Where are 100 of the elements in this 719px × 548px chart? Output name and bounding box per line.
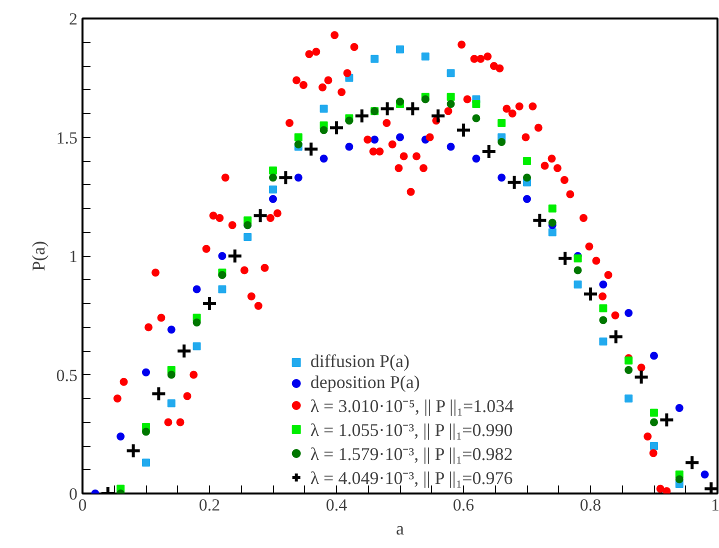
- point: [472, 154, 480, 163]
- point: [421, 52, 430, 60]
- point: [599, 316, 608, 324]
- point: [650, 418, 658, 426]
- point: [498, 174, 506, 182]
- legend-label: λ = 4.049·10⁻³, || P ||₁=0.976: [310, 467, 513, 489]
- point: [269, 195, 277, 203]
- x-tick-label: 0.4: [326, 496, 348, 514]
- point: [320, 126, 328, 134]
- point: [226, 248, 243, 264]
- point: [218, 252, 226, 260]
- point: [142, 428, 150, 436]
- y-tick-label: 2: [69, 10, 78, 28]
- point: [446, 92, 455, 101]
- point: [650, 408, 658, 417]
- point: [142, 458, 150, 467]
- point: [294, 174, 302, 182]
- point: [370, 54, 379, 63]
- point: [202, 296, 218, 312]
- y-axis-title: P(a): [28, 240, 48, 271]
- point: [548, 204, 556, 212]
- point: [269, 166, 277, 174]
- point: [599, 280, 608, 288]
- point: [658, 412, 675, 428]
- point: [446, 100, 455, 108]
- point: [354, 108, 370, 124]
- point: [278, 170, 294, 186]
- point: [244, 233, 252, 241]
- point: [167, 326, 176, 334]
- point: [269, 186, 277, 194]
- point: [650, 352, 658, 360]
- point: [192, 285, 201, 294]
- legend-label: λ = 3.010·10⁻⁵, || P ||₁=1.034: [310, 395, 514, 417]
- point: [700, 470, 709, 478]
- point: [125, 442, 142, 459]
- point: [446, 69, 455, 78]
- point: [608, 328, 624, 345]
- point: [523, 157, 531, 165]
- point: [294, 140, 302, 148]
- point: [506, 174, 522, 190]
- legend-label: λ = 1.055·10⁻³, || P ||₁=0.990: [310, 419, 513, 441]
- point: [379, 100, 396, 117]
- point: [624, 309, 633, 317]
- point: [557, 250, 574, 266]
- point: [675, 475, 684, 484]
- x-tick-label: 0.8: [580, 496, 602, 514]
- point: [269, 174, 277, 182]
- point: [176, 343, 192, 359]
- point: [480, 144, 497, 160]
- point: [498, 119, 506, 127]
- point: [582, 286, 598, 302]
- point: [345, 142, 354, 151]
- point: [430, 108, 446, 124]
- point: [650, 442, 658, 450]
- point: [675, 404, 684, 412]
- y-tick-label: 1: [69, 247, 78, 266]
- point: [421, 95, 430, 104]
- point: [303, 141, 320, 158]
- point: [599, 304, 608, 312]
- point: [574, 254, 582, 262]
- point: [345, 116, 354, 125]
- point: [404, 100, 421, 117]
- point: [633, 369, 650, 386]
- point: [218, 271, 226, 279]
- point: [167, 370, 176, 379]
- point: [548, 218, 556, 227]
- point: [532, 212, 548, 228]
- point: [599, 338, 608, 346]
- point: [548, 228, 556, 236]
- point: [624, 394, 633, 402]
- x-axis-title: a: [396, 518, 404, 538]
- point: [446, 142, 455, 151]
- point: [684, 454, 700, 471]
- point: [294, 133, 302, 142]
- point: [523, 174, 531, 182]
- point: [150, 386, 167, 402]
- point: [320, 154, 328, 163]
- point: [396, 98, 404, 106]
- point: [456, 122, 472, 138]
- point: [192, 342, 201, 350]
- point: [472, 100, 480, 108]
- x-tick-label: 0.2: [198, 496, 220, 514]
- point: [574, 280, 582, 288]
- point: [396, 45, 404, 54]
- legend-label: diffusion P(a): [310, 351, 410, 372]
- point: [320, 104, 328, 113]
- point: [396, 133, 404, 142]
- point: [328, 120, 344, 136]
- point: [624, 356, 633, 364]
- y-tick-label: 0.5: [56, 366, 78, 385]
- y-tick-label: 1.5: [56, 128, 78, 148]
- point: [523, 195, 531, 203]
- point: [192, 318, 201, 326]
- legend-label: λ = 1.579·10⁻³, || P ||₁=0.982: [310, 443, 513, 465]
- point: [218, 285, 226, 294]
- legend-label: deposition P(a): [310, 372, 420, 393]
- point: [252, 208, 268, 224]
- point: [370, 136, 379, 144]
- point: [498, 138, 506, 146]
- x-tick-label: 0.6: [452, 496, 474, 514]
